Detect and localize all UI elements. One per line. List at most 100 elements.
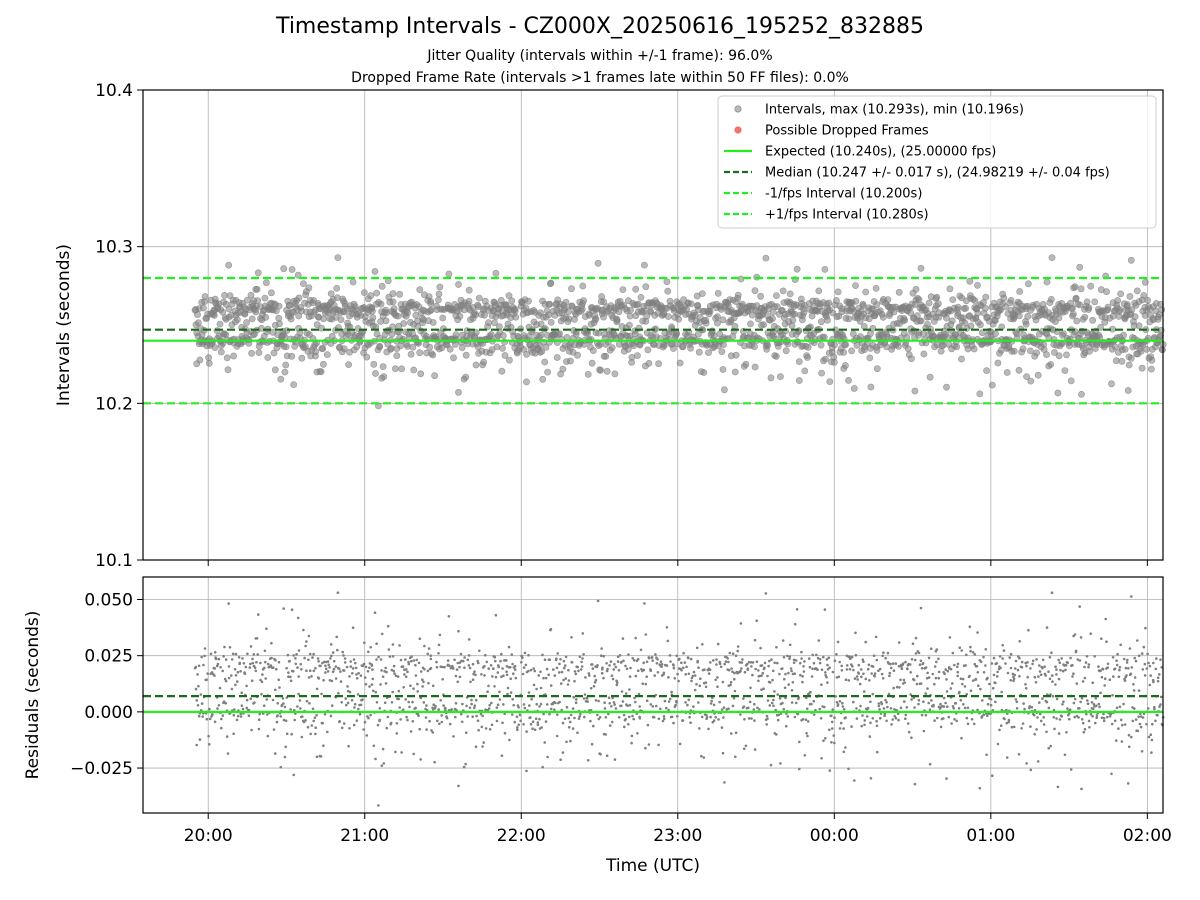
residual-point <box>389 721 393 725</box>
interval-point <box>1127 354 1135 362</box>
residual-point <box>270 656 273 660</box>
residual-point <box>1051 694 1055 698</box>
residual-point <box>408 705 411 709</box>
interval-point <box>523 350 530 358</box>
interval-point <box>1135 322 1143 330</box>
residual-point <box>525 730 528 733</box>
residual-point <box>781 639 785 642</box>
residual-point <box>1117 727 1120 730</box>
residual-point <box>276 702 280 705</box>
residual-point <box>1085 655 1089 658</box>
interval-point <box>739 300 746 308</box>
residual-point <box>527 669 530 673</box>
interval-point <box>376 342 384 350</box>
interval-point <box>271 366 279 374</box>
residual-point <box>545 667 549 671</box>
residual-point <box>1060 715 1064 718</box>
residual-point <box>300 735 304 739</box>
residual-point <box>861 714 864 717</box>
residual-y-tick-label: −0.025 <box>70 759 133 779</box>
residual-point <box>506 692 509 696</box>
residual-point <box>196 704 200 707</box>
residual-point <box>801 680 804 684</box>
residual-point <box>1014 698 1018 701</box>
residual-point <box>680 668 683 672</box>
residual-point <box>753 719 756 722</box>
residual-point <box>1043 665 1046 668</box>
residual-point <box>1061 669 1065 673</box>
residual-point <box>466 658 470 662</box>
interval-point <box>372 370 379 377</box>
residual-point <box>819 717 823 720</box>
residual-point <box>1100 637 1103 640</box>
residual-point <box>486 690 489 693</box>
residual-point <box>468 666 472 670</box>
residual-point <box>786 715 790 718</box>
residual-point <box>401 665 405 668</box>
chart-title: Timestamp Intervals - CZ000X_20250616_19… <box>276 14 924 39</box>
residual-point <box>376 723 380 727</box>
residual-point <box>901 662 905 665</box>
interval-point <box>233 316 241 323</box>
residual-point <box>770 701 774 705</box>
residual-point <box>326 660 330 663</box>
interval-point <box>611 370 619 378</box>
residual-point <box>1138 722 1142 726</box>
residual-point <box>581 632 585 635</box>
interval-point <box>1015 366 1023 374</box>
interval-point <box>501 352 509 359</box>
residual-point <box>898 686 901 689</box>
residual-point <box>672 666 676 670</box>
interval-point <box>380 373 388 380</box>
residual-point <box>784 696 787 700</box>
residual-point <box>657 743 660 747</box>
interval-point <box>762 254 770 262</box>
residual-point <box>1126 658 1129 662</box>
interval-point <box>562 298 570 306</box>
residual-point <box>230 687 234 691</box>
interval-point <box>946 285 954 293</box>
residual-point <box>412 752 416 756</box>
residual-point <box>736 649 739 653</box>
interval-point <box>842 341 849 348</box>
residual-point <box>833 659 837 662</box>
residual-point <box>1041 697 1044 700</box>
residual-point <box>802 665 805 668</box>
residual-point <box>224 658 228 661</box>
residual-point <box>858 682 862 686</box>
residual-point <box>1152 661 1155 665</box>
residual-point <box>920 713 924 717</box>
interval-point <box>845 315 853 323</box>
residual-point <box>933 682 936 686</box>
residual-point <box>881 654 884 658</box>
residual-point <box>462 659 465 663</box>
residual-point <box>1093 655 1096 658</box>
residual-point <box>494 675 498 679</box>
residual-point <box>1097 665 1100 668</box>
residual-point <box>596 713 599 717</box>
residual-point <box>330 704 334 707</box>
residual-point <box>927 656 931 660</box>
residual-point <box>567 679 571 682</box>
residual-point <box>689 721 692 724</box>
residual-point <box>251 661 255 665</box>
interval-point <box>873 365 881 373</box>
residual-point <box>311 707 315 711</box>
residual-point <box>253 701 256 704</box>
residual-point <box>296 705 299 708</box>
residual-point <box>1020 660 1024 664</box>
residual-point <box>705 716 709 719</box>
residual-point <box>1063 753 1067 757</box>
residual-point <box>505 659 508 662</box>
residual-point <box>693 674 697 677</box>
residual-point <box>324 667 328 671</box>
residual-point <box>293 718 297 722</box>
residual-point <box>197 684 200 688</box>
residual-point <box>820 757 823 760</box>
interval-point <box>1143 345 1150 353</box>
residual-point <box>804 718 808 721</box>
residual-point <box>594 699 598 702</box>
residual-point <box>464 731 468 734</box>
interval-point <box>925 299 933 307</box>
residual-point <box>567 668 570 672</box>
